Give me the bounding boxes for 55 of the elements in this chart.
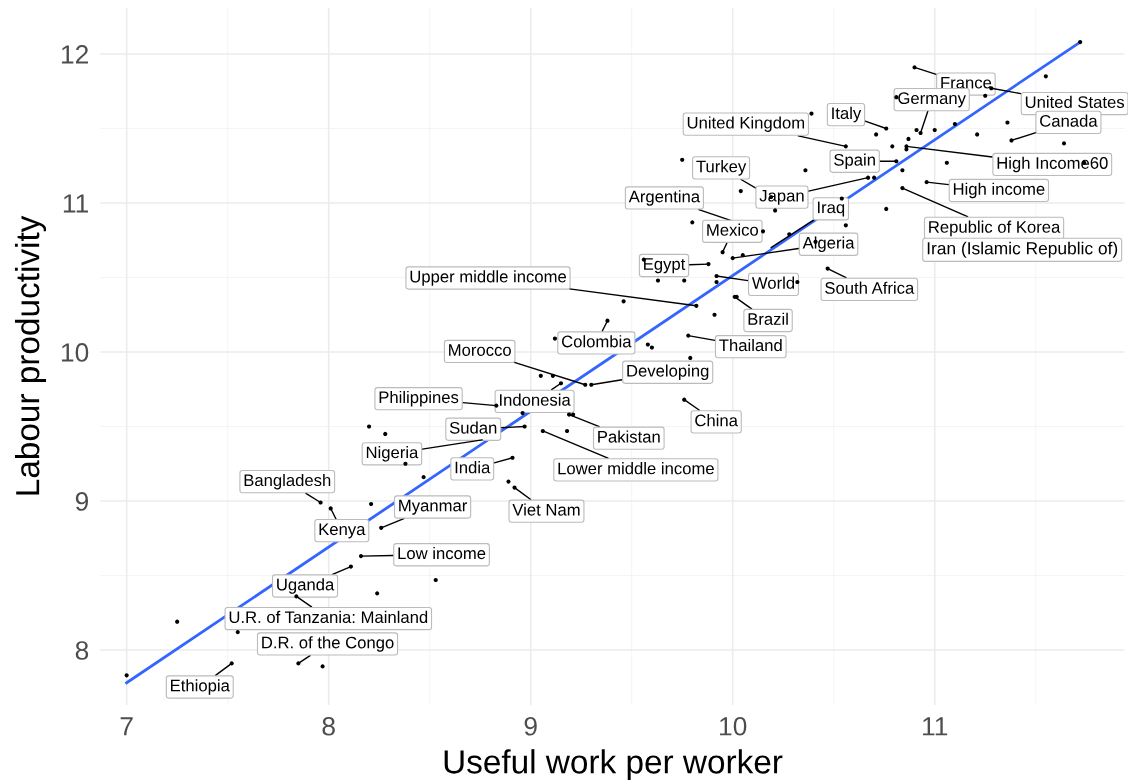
y-tick-label: 11 [63, 194, 88, 213]
annotation: India [455, 461, 491, 474]
annotation: Brazil [748, 312, 788, 325]
annotation: Indonesia [500, 393, 571, 406]
annotation: High Income60 [997, 156, 1108, 173]
annotation: Morocco [449, 344, 511, 356]
y-tick-label: 9 [75, 492, 89, 511]
annotation: Upper middle income [410, 270, 567, 286]
annotation: Low income [398, 546, 486, 560]
y-axis-title: Labour productivity [14, 215, 47, 495]
annotation: Sudan [449, 421, 497, 434]
annotation: Egypt [644, 258, 686, 274]
y-tick-label: 12 [61, 45, 88, 64]
annotation: Uganda [277, 578, 335, 594]
annotation: Republic of Korea [929, 220, 1061, 237]
annotation: South Africa [825, 281, 915, 294]
x-tick-label: 8 [322, 716, 335, 736]
y-tick-label: 10 [61, 343, 89, 362]
annotation: Thailand [719, 338, 782, 352]
annotation: High income [953, 182, 1045, 199]
annotation: World [751, 276, 795, 289]
annotation: United States [1025, 95, 1125, 109]
annotation: China [695, 414, 738, 427]
annotation: Germany [898, 92, 966, 108]
x-tick-label: 9 [524, 716, 537, 736]
annotation: Turkey [696, 160, 747, 176]
annotation: Developing [627, 364, 709, 381]
annotation: Ethiopia [171, 679, 230, 695]
annotation: Italy [832, 106, 862, 123]
annotation: Colombia [561, 335, 632, 348]
annotation: Bangladesh [244, 473, 331, 490]
annotation: Viet Nam [512, 503, 580, 516]
annotation: Pakistan [598, 430, 660, 443]
annotation: Iran (Islamic Republic of) [927, 241, 1118, 258]
annotation: Kenya [319, 523, 366, 539]
annotation: Nigeria [366, 446, 419, 462]
annotation: Japan [759, 189, 804, 205]
x-tick-label: 11 [923, 717, 948, 736]
x-axis-title: Useful work per worker [444, 749, 783, 780]
annotation: Canada [1040, 114, 1098, 127]
annotation: France [941, 76, 992, 89]
annotation: Philippines [379, 390, 459, 407]
annotation: Myanmar [399, 499, 468, 515]
annotation: Spain [834, 153, 875, 170]
annotation: Lower middle income [558, 462, 714, 475]
annotation: Iraq [817, 201, 845, 217]
x-tick-label: 10 [720, 716, 747, 736]
annotation: United Kingdom [687, 116, 805, 132]
y-tick-label: 8 [75, 641, 89, 660]
annotation: Mexico [707, 223, 759, 236]
annotation: Argentina [628, 190, 701, 206]
x-tick-label: 7 [120, 717, 133, 736]
annotation: D.R. of the Congo [262, 636, 394, 652]
annotation: Algeria [802, 236, 855, 252]
annotation: U.R. of Tanzania: Mainland [229, 610, 428, 624]
